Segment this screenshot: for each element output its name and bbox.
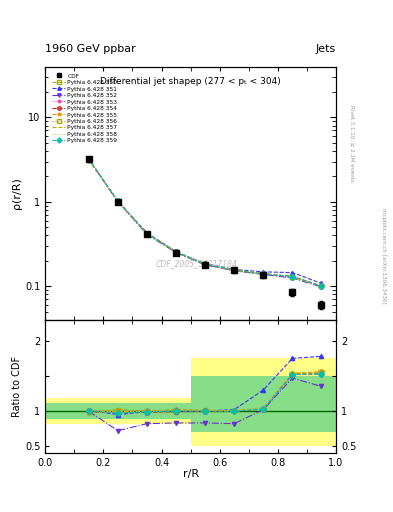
Y-axis label: ρ(r/R): ρ(r/R) bbox=[12, 177, 22, 209]
Text: CDF_2005_S6217184: CDF_2005_S6217184 bbox=[156, 260, 237, 269]
Text: Differential jet shapep (277 < pₜ < 304): Differential jet shapep (277 < pₜ < 304) bbox=[100, 77, 281, 86]
Text: Rivet 3.1.10, ≥ 2.1M events: Rivet 3.1.10, ≥ 2.1M events bbox=[349, 105, 354, 182]
Y-axis label: Ratio to CDF: Ratio to CDF bbox=[12, 356, 22, 417]
Text: mcplots.cern.ch [arXiv:1306.3436]: mcplots.cern.ch [arXiv:1306.3436] bbox=[381, 208, 386, 304]
Legend: CDF, Pythia 6.428 350, Pythia 6.428 351, Pythia 6.428 352, Pythia 6.428 353, Pyt: CDF, Pythia 6.428 350, Pythia 6.428 351,… bbox=[51, 72, 119, 144]
Text: 1960 GeV ppbar: 1960 GeV ppbar bbox=[45, 44, 136, 54]
Text: Jets: Jets bbox=[316, 44, 336, 54]
X-axis label: r/R: r/R bbox=[182, 470, 199, 479]
